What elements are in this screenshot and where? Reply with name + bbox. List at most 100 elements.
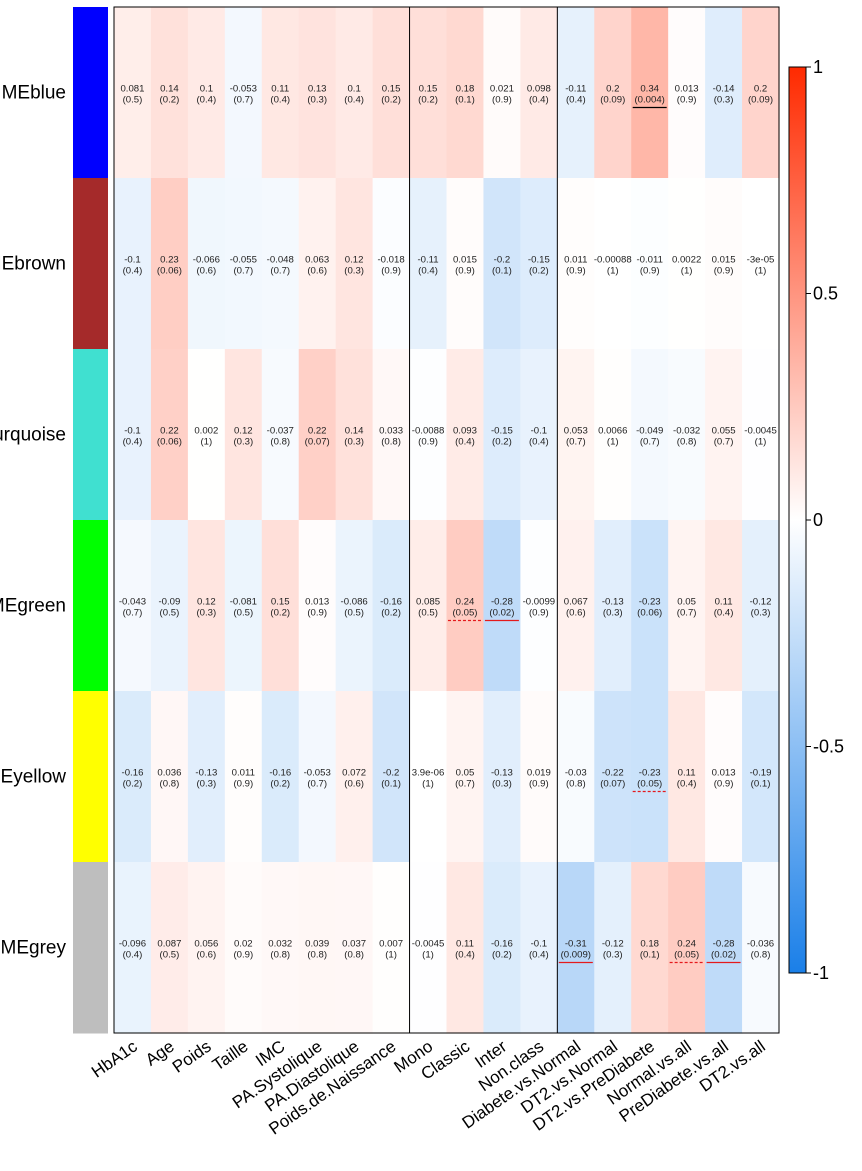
cell-pvalue: (0.05): [637, 779, 662, 790]
heatmap-cell: [150, 178, 189, 350]
cell-pvalue: (0.3): [344, 266, 364, 277]
scale-tick-label: 1: [813, 57, 823, 77]
cell-value: 0.12: [197, 597, 216, 608]
cell-value: 0.15: [382, 84, 401, 95]
cell-value: 0.081: [120, 84, 144, 95]
heatmap-cell: [446, 178, 485, 350]
heatmap-cell: [742, 691, 780, 863]
cell-value: 0.013: [305, 597, 329, 608]
heatmap-cell: [261, 691, 300, 863]
cell-value: 0.22: [308, 426, 327, 437]
cell-pvalue: (0.2): [381, 95, 401, 106]
cell-pvalue: (0.4): [196, 95, 216, 106]
cell-pvalue: (0.06): [157, 437, 182, 448]
heatmap-cell: [668, 520, 706, 692]
cell-value: -0.2: [494, 255, 511, 266]
cell-value: 0.14: [345, 426, 364, 437]
cell-value: -0.16: [269, 768, 291, 779]
cell-value: 0.02: [234, 939, 253, 950]
cell-value: 0.11: [678, 768, 696, 779]
cell-pvalue: (0.07): [305, 437, 330, 448]
heatmap-cell: [668, 862, 706, 1034]
cell-pvalue: (1): [200, 437, 212, 448]
cell-pvalue: (0.9): [233, 950, 253, 961]
cell-value: -0.28: [713, 939, 735, 950]
cell-value: 0.15: [419, 84, 438, 95]
cell-pvalue: (0.3): [603, 950, 623, 961]
cell-value: 0.072: [342, 768, 366, 779]
cell-pvalue: (0.7): [455, 779, 475, 790]
module-color-bar: [73, 520, 108, 692]
cell-pvalue: (0.5): [418, 608, 438, 619]
heatmap-cell: [742, 520, 780, 692]
cell-pvalue: (0.2): [529, 266, 549, 277]
cell-value: 0.013: [712, 768, 736, 779]
row-label: MEblue: [2, 83, 66, 104]
heatmap-cell: [742, 178, 780, 350]
cell-value: -0.03: [565, 768, 587, 779]
heatmap-cell: [520, 7, 558, 179]
cell-value: -0.049: [636, 426, 663, 437]
cell-value: 0.056: [194, 939, 218, 950]
cell-value: 0.24: [677, 939, 696, 950]
cell-value: 0.007: [379, 939, 403, 950]
heatmap-cell: [150, 520, 189, 692]
column-label: HbA1c: [88, 1036, 141, 1081]
cell-value: -0.11: [565, 84, 586, 95]
cell-pvalue: (0.7): [233, 95, 253, 106]
cell-pvalue: (0.5): [160, 608, 180, 619]
heatmap-cell: [335, 178, 374, 350]
cell-value: 0.05: [456, 768, 475, 779]
cell-pvalue: (0.8): [751, 950, 771, 961]
cell-pvalue: (0.5): [233, 608, 253, 619]
cell-pvalue: (0.1): [640, 950, 660, 961]
cell-value: 0.053: [564, 426, 588, 437]
heatmap-cell: [742, 862, 780, 1034]
cell-pvalue: (0.3): [196, 608, 216, 619]
cell-pvalue: (0.8): [160, 779, 180, 790]
cell-value: 0.18: [456, 84, 475, 95]
scale-tick-label: -0.5: [813, 737, 844, 757]
cell-value: 0.011: [232, 768, 255, 779]
color-scale-bar: [788, 66, 807, 974]
cell-pvalue: (0.2): [381, 608, 401, 619]
row-label: MEgreen: [0, 596, 66, 617]
cell-pvalue: (0.2): [492, 437, 512, 448]
cell-value: -0.31: [565, 939, 587, 950]
cell-value: -0.13: [195, 768, 217, 779]
cell-pvalue: (0.4): [529, 950, 549, 961]
heatmap-cell: [483, 178, 521, 350]
cell-value: -0.0045: [412, 939, 445, 950]
cell-pvalue: (0.06): [637, 608, 662, 619]
heatmap-cell: [594, 520, 632, 692]
cell-value: -0.00088: [594, 255, 632, 266]
heatmap-cell: [298, 520, 337, 692]
cell-value: 0.12: [234, 426, 253, 437]
heatmap-cell: [187, 178, 226, 350]
heatmap-cell: [668, 7, 706, 179]
heatmap-cell: [187, 7, 226, 179]
heatmap-cell: [705, 520, 743, 692]
cell-value: -0.16: [491, 939, 513, 950]
cell-pvalue: (0.4): [714, 608, 734, 619]
cell-value: 0.2: [754, 84, 767, 95]
cell-pvalue: (0.02): [489, 608, 514, 619]
heatmap-cell: [150, 7, 189, 179]
heatmap-cell: [114, 520, 152, 692]
heatmap-cell: [114, 349, 152, 521]
heatmap-cell: [483, 7, 521, 179]
cell-value: 0.15: [271, 597, 290, 608]
cell-pvalue: (0.8): [270, 950, 290, 961]
cell-value: -0.28: [491, 597, 513, 608]
cell-pvalue: (0.06): [157, 266, 182, 277]
heatmap-cell: [668, 691, 706, 863]
heatmap-cell: [335, 520, 374, 692]
heatmap-cell: [224, 520, 263, 692]
cell-value: 0.015: [453, 255, 477, 266]
cell-value: 0.036: [157, 768, 181, 779]
cell-value: -0.12: [750, 597, 772, 608]
cell-value: -0.066: [193, 255, 220, 266]
cell-value: -0.16: [122, 768, 144, 779]
heatmap-cell: [114, 691, 152, 863]
